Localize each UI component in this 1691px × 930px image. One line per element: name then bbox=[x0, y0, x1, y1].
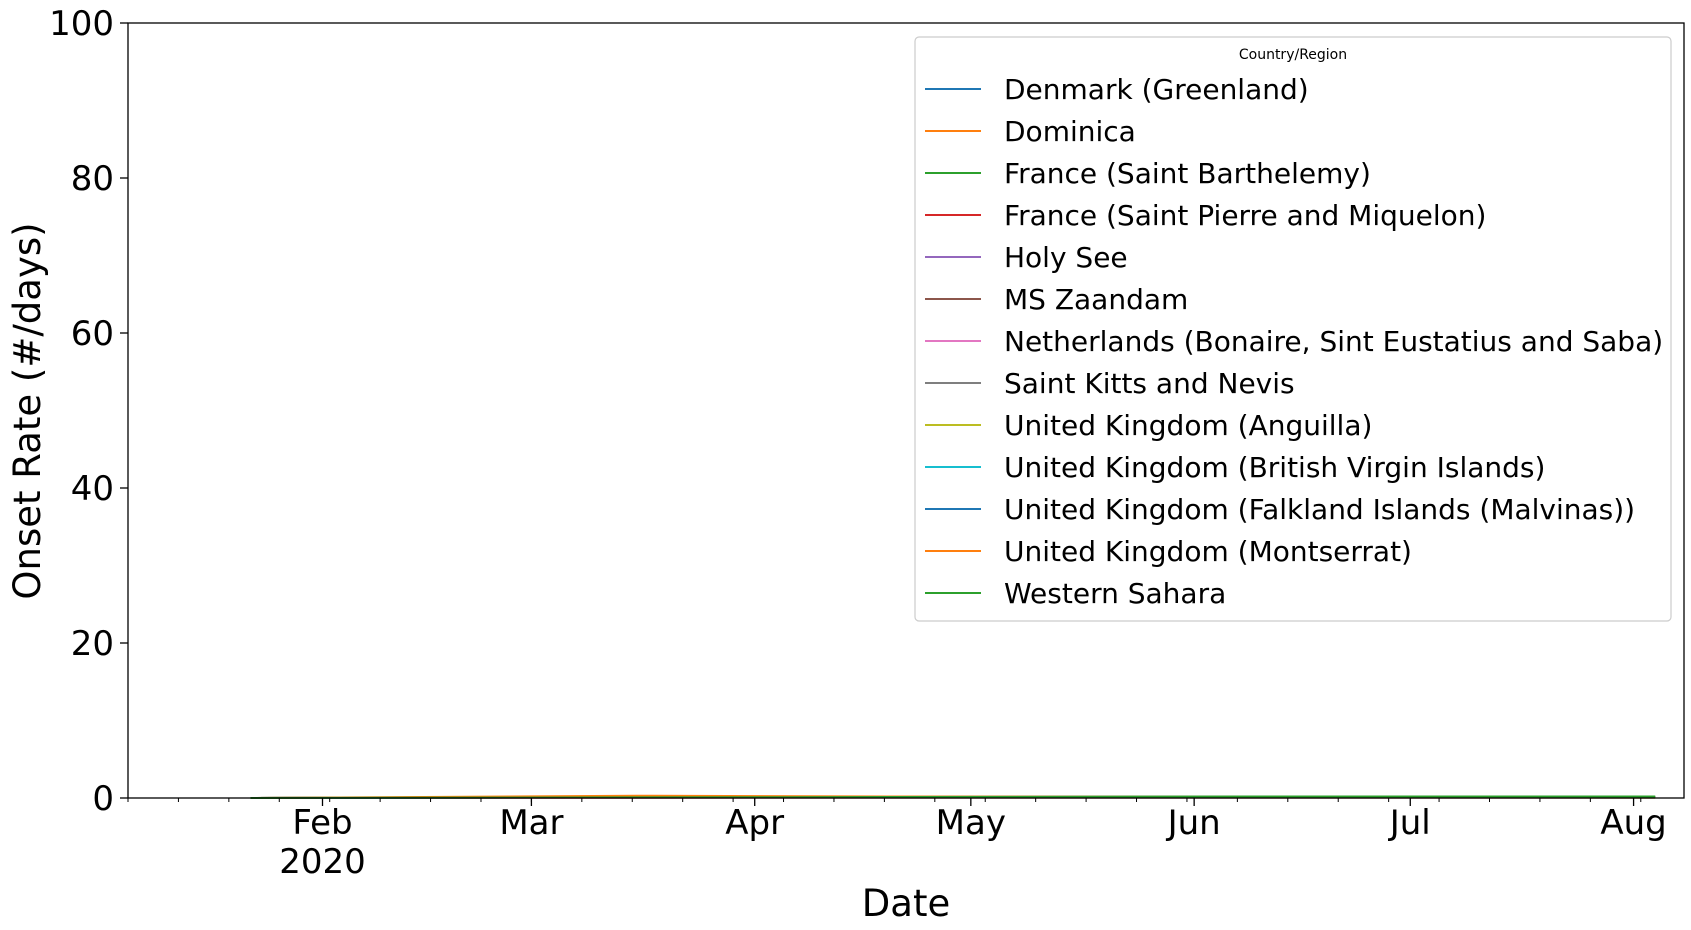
legend-label: United Kingdom (Anguilla) bbox=[1004, 409, 1372, 442]
x-tick-label: Jun bbox=[1166, 803, 1221, 843]
y-tick-label: 20 bbox=[71, 624, 114, 664]
legend-label: Denmark (Greenland) bbox=[1004, 73, 1309, 106]
x-tick-label: Jul bbox=[1388, 803, 1431, 843]
legend-label: United Kingdom (Falkland Islands (Malvin… bbox=[1004, 493, 1635, 526]
y-axis-label: Onset Rate (#/days) bbox=[6, 222, 49, 599]
x-axis-label: Date bbox=[862, 882, 950, 925]
y-tick-label: 40 bbox=[71, 469, 114, 509]
legend-label: Netherlands (Bonaire, Sint Eustatius and… bbox=[1004, 325, 1663, 358]
x-tick-label: Mar bbox=[499, 803, 563, 843]
y-tick-label: 0 bbox=[92, 779, 114, 819]
legend-label: Saint Kitts and Nevis bbox=[1004, 367, 1295, 400]
legend-label: Dominica bbox=[1004, 115, 1136, 148]
y-tick-label: 60 bbox=[71, 314, 114, 354]
x-tick-label: Apr bbox=[725, 803, 784, 843]
x-tick-label: Aug bbox=[1600, 803, 1666, 843]
legend-label: United Kingdom (Montserrat) bbox=[1004, 535, 1412, 568]
x-tick-label: Feb bbox=[292, 803, 352, 843]
y-tick-label: 100 bbox=[49, 4, 114, 44]
legend-label: France (Saint Barthelemy) bbox=[1004, 157, 1371, 190]
legend-label: United Kingdom (British Virgin Islands) bbox=[1004, 451, 1545, 484]
y-tick-label: 80 bbox=[71, 159, 114, 199]
x-tick-sublabel: 2020 bbox=[279, 842, 366, 882]
legend-label: MS Zaandam bbox=[1004, 283, 1188, 316]
legend-label: Western Sahara bbox=[1004, 577, 1226, 610]
legend-label: Holy See bbox=[1004, 241, 1128, 274]
legend: Country/Region Denmark (Greenland) Domini… bbox=[915, 37, 1671, 621]
x-tick-label: May bbox=[936, 803, 1006, 843]
legend-title: Country/Region bbox=[1239, 47, 1347, 63]
legend-label: France (Saint Pierre and Miquelon) bbox=[1004, 199, 1486, 232]
